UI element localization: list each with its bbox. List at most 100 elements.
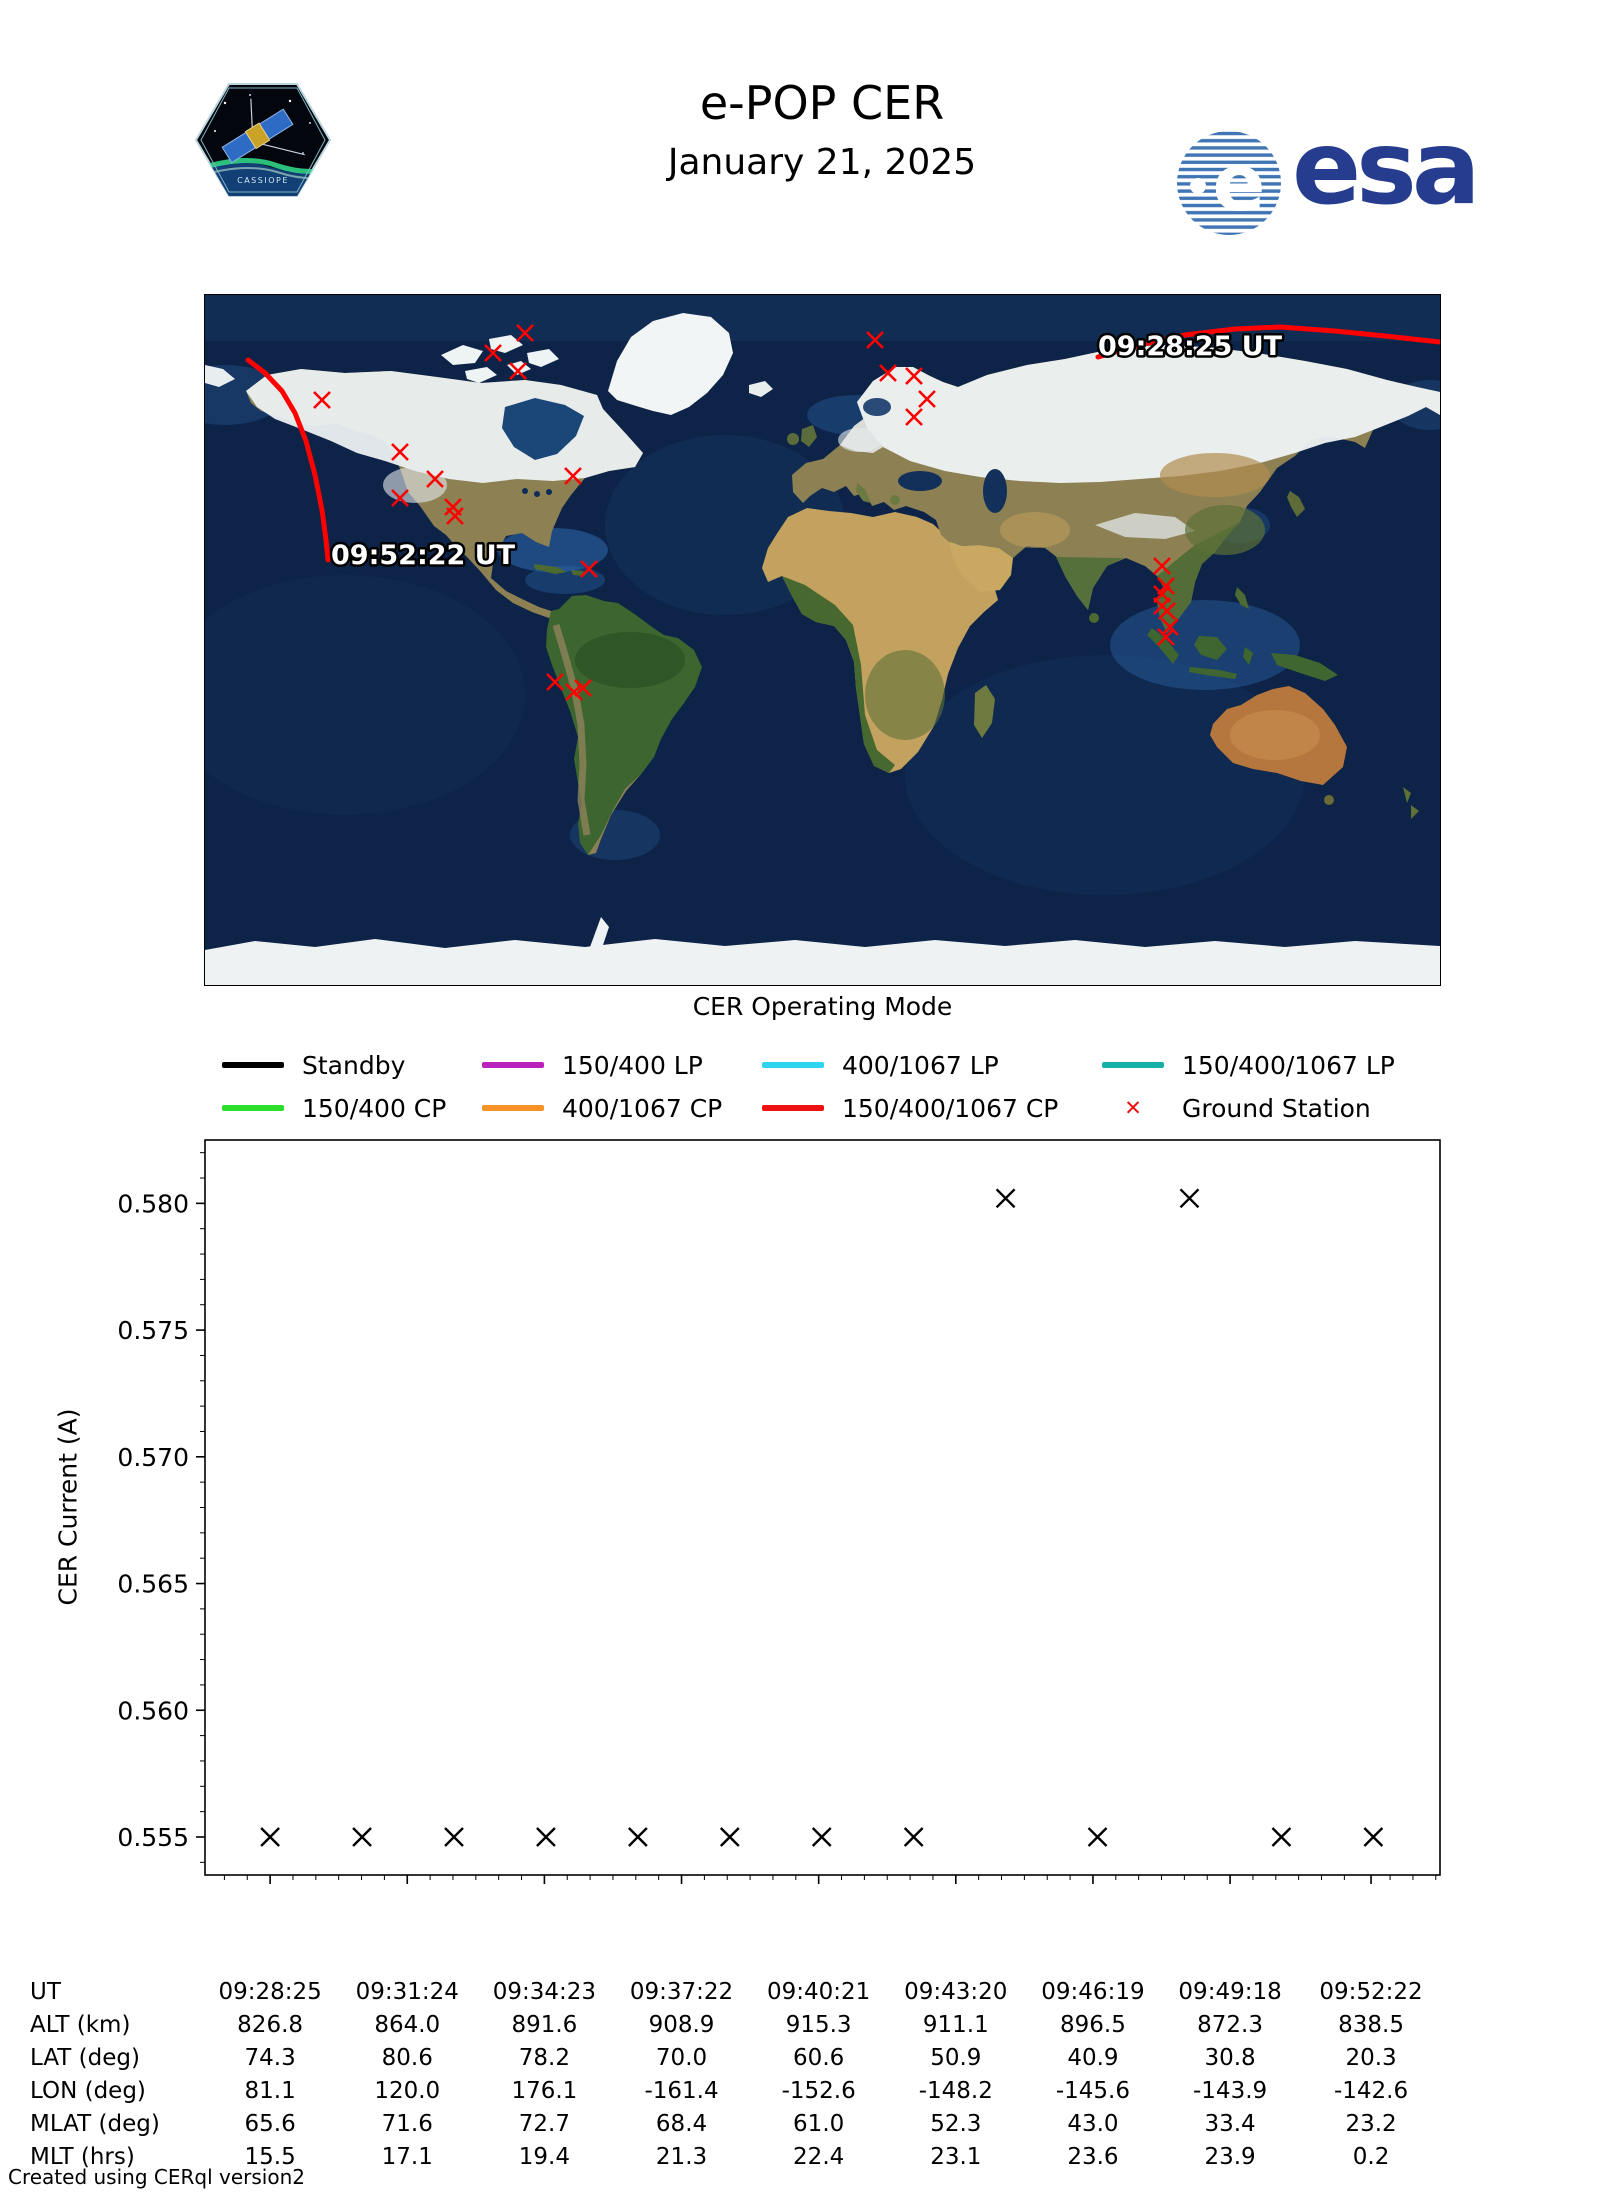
table-cell: 30.8	[1204, 2045, 1256, 2071]
table-cell: 23.6	[1067, 2144, 1119, 2170]
table-cell: -161.4	[644, 2078, 719, 2104]
400-1067-lp-line-swatch	[762, 1062, 824, 1068]
table-cell: 68.4	[655, 2111, 708, 2137]
table-cell: -152.6	[781, 2078, 856, 2104]
legend-label: Standby	[302, 1050, 406, 1080]
cassiope-mission-patch: CASSIOPE	[194, 83, 332, 197]
table-cell: 09:28:25	[218, 1979, 322, 2005]
legend-label: 150/400/1067 CP	[842, 1093, 1059, 1123]
legend-item-ground-station: ✕ Ground Station	[1102, 1093, 1371, 1123]
legend-title: CER Operating Mode	[692, 992, 953, 1021]
150-400-1067-cp-line-swatch	[762, 1105, 824, 1111]
table-cell: 50.9	[930, 2045, 982, 2071]
legend-label: 400/1067 CP	[562, 1093, 723, 1123]
legend-item-400-1067-lp: 400/1067 LP	[762, 1050, 999, 1080]
legend-label: 150/400 CP	[302, 1093, 447, 1123]
table-cell: 78.2	[518, 2045, 570, 2071]
continents	[205, 313, 1440, 985]
table-cell: 09:31:24	[355, 1979, 459, 2005]
satellite-track-and-stations	[245, 324, 1443, 701]
table-cell: 20.3	[1345, 2045, 1397, 2071]
table-cell: 176.1	[511, 2078, 578, 2104]
table-cell: 81.1	[244, 2078, 296, 2104]
track-end-time-label: 09:52:22 UT	[331, 540, 516, 571]
patch-label: CASSIOPE	[237, 176, 289, 185]
standby-line-swatch	[222, 1062, 284, 1068]
table-cell: 09:46:19	[1041, 1979, 1145, 2005]
table-cell: 826.8	[237, 2012, 304, 2038]
table-cell: 23.2	[1345, 2111, 1397, 2137]
table-cell: -145.6	[1055, 2078, 1131, 2104]
ground-station-x-icon: ✕	[1124, 1096, 1142, 1120]
table-cell: 908.9	[648, 2012, 715, 2038]
table-row-label: UT	[30, 1979, 61, 2005]
page-date: January 21, 2025	[667, 142, 977, 183]
table-cell: 70.0	[655, 2045, 708, 2071]
table-cell: 838.5	[1338, 2012, 1404, 2038]
table-cell: 19.4	[518, 2144, 570, 2170]
table-row-label: ALT (km)	[30, 2012, 131, 2038]
world-map-image: 09:28:25 UT 09:52:22 UT	[165, 295, 1470, 985]
table-cell: 896.5	[1060, 2012, 1126, 2038]
table-cell: 915.3	[785, 2012, 852, 2038]
table-cell: 65.6	[244, 2111, 296, 2137]
table-cell: 09:34:23	[492, 1979, 597, 2005]
table-cell: 33.4	[1204, 2111, 1256, 2137]
table-cell: 23.9	[1204, 2144, 1256, 2170]
400-1067-cp-line-swatch	[482, 1105, 544, 1111]
150-400-1067-lp-line-swatch	[1102, 1062, 1164, 1068]
table-cell: 09:40:21	[767, 1979, 871, 2005]
table-cell: -143.9	[1193, 2078, 1268, 2104]
table-cell: 22.4	[793, 2144, 845, 2170]
table-cell: 864.0	[374, 2012, 441, 2038]
svg-text:0.575: 0.575	[117, 1316, 189, 1345]
table-cell: -148.2	[918, 2078, 993, 2104]
esa-wordmark: esa	[1292, 109, 1481, 228]
svg-text:0.555: 0.555	[117, 1823, 189, 1852]
table-cell: 60.6	[793, 2045, 845, 2071]
table-cell: 872.3	[1197, 2012, 1263, 2038]
table-cell: 17.1	[381, 2144, 433, 2170]
table-cell: 80.6	[381, 2045, 433, 2071]
table-cell: 61.0	[793, 2111, 845, 2137]
150-400-cp-line-swatch	[222, 1105, 284, 1111]
legend-item-150-400-lp: 150/400 LP	[482, 1050, 703, 1080]
legend-label: 150/400/1067 LP	[1182, 1050, 1395, 1080]
table-cell: 09:37:22	[629, 1979, 734, 2005]
table-cell: 43.0	[1067, 2111, 1119, 2137]
table-cell: 120.0	[374, 2078, 441, 2104]
page-title: e-POP CER	[699, 76, 945, 130]
legend-label: Ground Station	[1182, 1093, 1371, 1123]
esa-globe-icon: e	[1176, 130, 1282, 236]
table-cell: 21.3	[655, 2144, 708, 2170]
svg-text:e: e	[1213, 139, 1266, 229]
scatter-points	[260, 1188, 1384, 1847]
svg-text:0.560: 0.560	[117, 1696, 189, 1725]
table-cell: 74.3	[244, 2045, 296, 2071]
table-cell: 911.1	[922, 2012, 989, 2038]
table-row-label: LON (deg)	[30, 2078, 146, 2104]
world-map-figure: 09:28:25 UT 09:52:22 UT	[165, 294, 1470, 986]
table-cell: 0.2	[1352, 2144, 1390, 2170]
table-cell: 72.7	[518, 2111, 570, 2137]
table-cell: 23.1	[930, 2144, 982, 2170]
legend-item-150-400-1067-lp: 150/400/1067 LP	[1102, 1050, 1395, 1080]
svg-text:0.580: 0.580	[117, 1189, 189, 1218]
table-row-label: LAT (deg)	[30, 2045, 140, 2071]
track-start-time-label: 09:28:25 UT	[1098, 331, 1283, 362]
legend-item-150-400-cp: 150/400 CP	[222, 1093, 446, 1123]
legend-label: 150/400 LP	[562, 1050, 703, 1080]
credit-text: Created using CERql version2	[8, 2165, 305, 2189]
table-cell: 09:52:22	[1319, 1979, 1423, 2005]
legend-label: 400/1067 LP	[842, 1050, 999, 1080]
table-cell: 891.6	[511, 2012, 578, 2038]
legend-item-standby: Standby	[222, 1050, 405, 1080]
150-400-lp-line-swatch	[482, 1062, 544, 1068]
table-cell: 09:43:20	[904, 1979, 1008, 2005]
table-row-label: MLAT (deg)	[30, 2111, 160, 2137]
svg-text:0.565: 0.565	[117, 1570, 189, 1599]
cer-current-scatter-plot: 0.555 0.560 0.565 0.570 0.575 0.580	[117, 1139, 1441, 1884]
table-cell: 40.9	[1067, 2045, 1119, 2071]
legend-item-150-400-1067-cp: 150/400/1067 CP	[762, 1093, 1058, 1123]
